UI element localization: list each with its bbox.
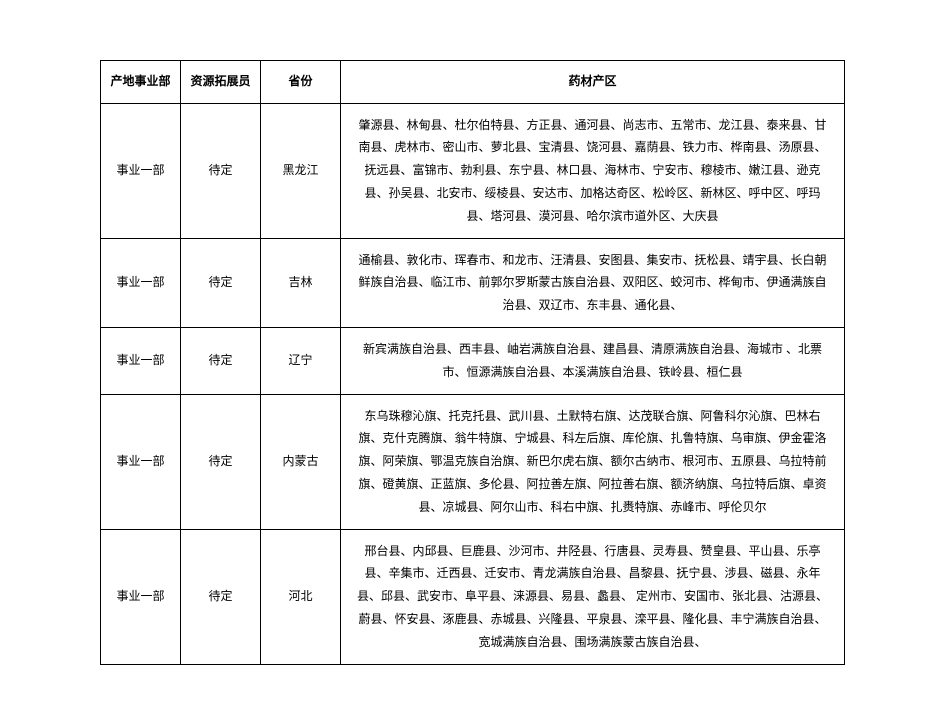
cell-dept: 事业一部 (101, 327, 181, 394)
cell-dept: 事业一部 (101, 238, 181, 327)
cell-province: 河北 (261, 529, 341, 664)
regions-table: 产地事业部 资源拓展员 省份 药材产区 事业一部 待定 黑龙江 肇源县、林甸县、… (100, 60, 845, 665)
table-row: 事业一部 待定 黑龙江 肇源县、林甸县、杜尔伯特县、方正县、通河县、尚志市、五常… (101, 103, 845, 238)
cell-expander: 待定 (181, 327, 261, 394)
cell-expander: 待定 (181, 103, 261, 238)
header-dept: 产地事业部 (101, 61, 181, 104)
cell-dept: 事业一部 (101, 394, 181, 529)
header-regions: 药材产区 (341, 61, 845, 104)
cell-regions: 通榆县、敦化市、珲春市、和龙市、汪清县、安图县、集安市、抚松县、靖宇县、长白朝鲜… (341, 238, 845, 327)
cell-dept: 事业一部 (101, 103, 181, 238)
table-row: 事业一部 待定 河北 邢台县、内邱县、巨鹿县、沙河市、井陉县、行唐县、灵寿县、赞… (101, 529, 845, 664)
cell-expander: 待定 (181, 394, 261, 529)
cell-regions: 邢台县、内邱县、巨鹿县、沙河市、井陉县、行唐县、灵寿县、赞皇县、平山县、乐亭县、… (341, 529, 845, 664)
cell-expander: 待定 (181, 529, 261, 664)
table-header-row: 产地事业部 资源拓展员 省份 药材产区 (101, 61, 845, 104)
cell-province: 吉林 (261, 238, 341, 327)
table-row: 事业一部 待定 吉林 通榆县、敦化市、珲春市、和龙市、汪清县、安图县、集安市、抚… (101, 238, 845, 327)
header-expander: 资源拓展员 (181, 61, 261, 104)
cell-province: 黑龙江 (261, 103, 341, 238)
cell-regions: 肇源县、林甸县、杜尔伯特县、方正县、通河县、尚志市、五常市、龙江县、泰来县、甘南… (341, 103, 845, 238)
table-row: 事业一部 待定 内蒙古 东乌珠穆沁旗、托克托县、武川县、土默特右旗、达茂联合旗、… (101, 394, 845, 529)
cell-regions: 新宾满族自治县、西丰县、岫岩满族自治县、建昌县、清原满族自治县、海城市 、北票市… (341, 327, 845, 394)
table-row: 事业一部 待定 辽宁 新宾满族自治县、西丰县、岫岩满族自治县、建昌县、清原满族自… (101, 327, 845, 394)
cell-province: 辽宁 (261, 327, 341, 394)
cell-province: 内蒙古 (261, 394, 341, 529)
cell-expander: 待定 (181, 238, 261, 327)
cell-regions: 东乌珠穆沁旗、托克托县、武川县、土默特右旗、达茂联合旗、阿鲁科尔沁旗、巴林右旗、… (341, 394, 845, 529)
cell-dept: 事业一部 (101, 529, 181, 664)
header-province: 省份 (261, 61, 341, 104)
